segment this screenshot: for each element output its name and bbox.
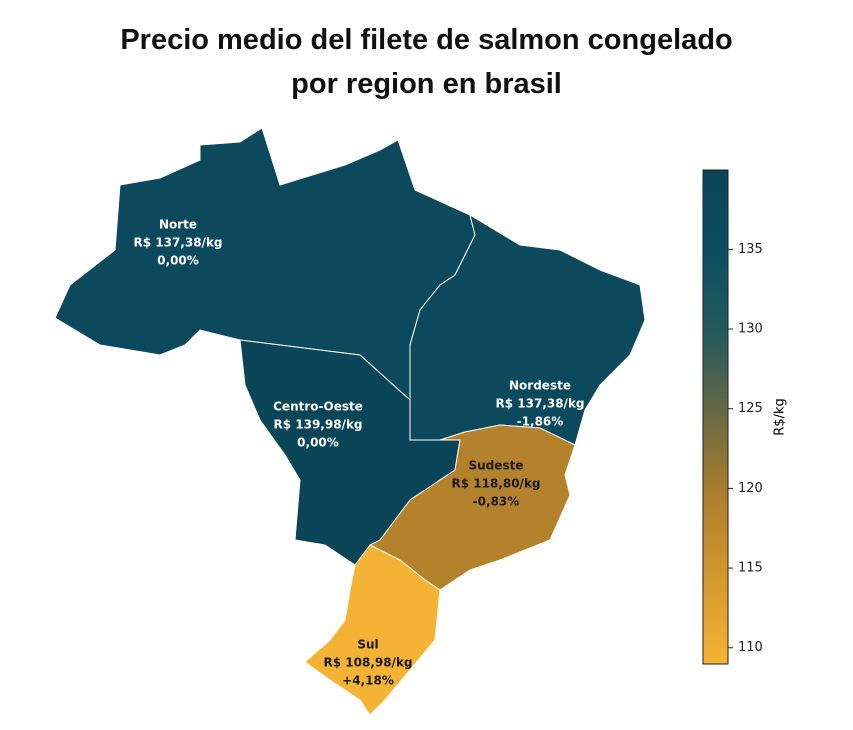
region-value: R$ 137,38/kg	[133, 236, 222, 250]
region-change: -1,86%	[517, 415, 564, 429]
region-name: Centro-Oeste	[273, 400, 363, 414]
region-name: Sul	[357, 638, 378, 652]
region	[368, 424, 576, 591]
colorbar-tick-label: 110	[738, 640, 763, 655]
region	[304, 544, 441, 716]
region-value: R$ 118,80/kg	[451, 477, 540, 491]
region-value: R$ 137,38/kg	[495, 397, 584, 411]
region-change: 0,00%	[297, 436, 339, 450]
colorbar-tick-label: 115	[738, 561, 763, 576]
colorbar	[702, 169, 729, 665]
colorbar-tick-label: 130	[738, 322, 763, 337]
region-change: -0,83%	[473, 495, 520, 509]
region-change: 0,00%	[157, 254, 199, 268]
region-name: Sudeste	[469, 459, 524, 473]
region-value: R$ 139,98/kg	[273, 418, 362, 432]
title-box: Precio medio del filete de salmon congel…	[0, 18, 853, 106]
title: Precio medio del filete de salmon congel…	[120, 24, 733, 100]
colorbar-tick-label: 135	[738, 242, 763, 257]
colorbar-tick-label: 125	[738, 401, 763, 416]
region-value: R$ 108,98/kg	[323, 656, 412, 670]
region-name: Norte	[159, 218, 197, 232]
region-name: Nordeste	[509, 379, 571, 393]
colorbar-tick-label: 120	[738, 481, 763, 496]
colorbar-label: R$/kg	[773, 398, 788, 435]
region	[54, 127, 476, 402]
region-change: +4,18%	[342, 674, 394, 688]
